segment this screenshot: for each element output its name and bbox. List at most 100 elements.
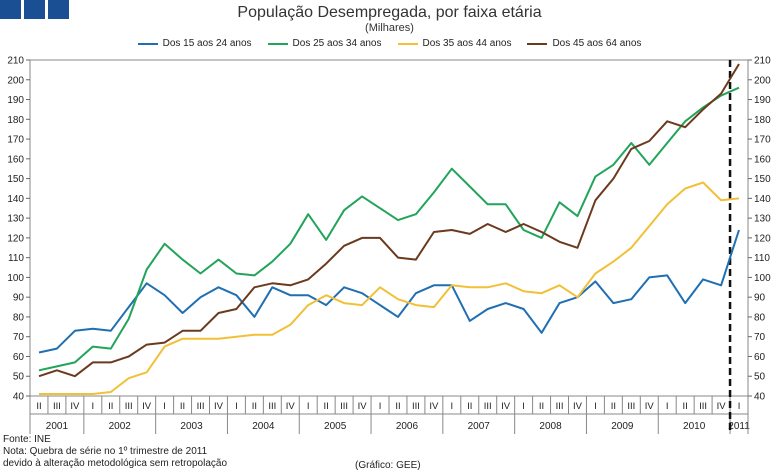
y-tick-label-left: 120 — [7, 233, 24, 244]
x-tick-label-quarter: II — [324, 401, 329, 412]
y-tick-label-left: 200 — [7, 75, 24, 86]
x-tick-label-year: 2011 — [728, 421, 750, 432]
brand-block — [0, 0, 21, 19]
y-tick-label-right: 80 — [754, 312, 766, 323]
y-tick-label-right: 190 — [754, 95, 771, 106]
legend-item: Dos 15 aos 24 anos — [137, 38, 252, 49]
series-line — [39, 181, 740, 395]
y-tick-label-left: 110 — [8, 253, 24, 264]
x-tick-label-year: 2009 — [611, 421, 634, 432]
x-tick-label-quarter: I — [92, 401, 95, 412]
x-tick-label-year: 2008 — [539, 421, 562, 432]
x-tick-label-quarter: II — [252, 401, 257, 412]
x-tick-label-quarter: IV — [717, 401, 727, 412]
y-tick-label-left: 60 — [13, 352, 25, 363]
x-tick-label-quarter: III — [53, 401, 61, 412]
x-tick-label-quarter: IV — [358, 401, 368, 412]
x-tick-label-year: 2004 — [252, 421, 275, 432]
x-tick-label-year: 2006 — [396, 421, 419, 432]
legend-label: Dos 35 aos 44 anos — [422, 38, 512, 49]
x-tick-label-quarter: I — [738, 401, 741, 412]
series-line — [38, 63, 740, 378]
x-tick-label-quarter: IV — [501, 401, 511, 412]
y-tick-label-right: 200 — [754, 75, 771, 86]
y-tick-label-right: 50 — [754, 372, 766, 383]
x-tick-label-year: 2001 — [46, 421, 69, 432]
y-tick-label-right: 110 — [754, 253, 770, 264]
brand-block — [24, 0, 45, 19]
series-line — [38, 86, 740, 372]
x-tick-label-quarter: III — [627, 401, 635, 412]
x-tick-label-quarter: II — [611, 401, 616, 412]
y-tick-label-left: 210 — [7, 56, 24, 67]
x-tick-label-year: 2002 — [109, 421, 132, 432]
x-tick-label-quarter: I — [235, 401, 238, 412]
legend-swatch — [137, 42, 158, 45]
x-tick-label-quarter: II — [108, 401, 113, 412]
chart-credit: (Gráfico: GEE) — [355, 460, 421, 471]
series-break-note: Nota: Quebra de série no 1º trimestre de… — [3, 446, 208, 457]
y-tick-label-right: 210 — [754, 56, 771, 67]
x-tick-label-quarter: IV — [286, 401, 296, 412]
y-tick-label-left: 180 — [7, 115, 24, 126]
x-tick-label-quarter: I — [522, 401, 525, 412]
y-tick-label-left: 80 — [13, 312, 25, 323]
y-tick-label-right: 170 — [754, 135, 771, 146]
x-tick-label-quarter: III — [412, 401, 420, 412]
legend-item: Dos 45 aos 64 anos — [527, 38, 641, 49]
x-tick-label-quarter: IV — [142, 401, 152, 412]
legend-swatch — [267, 42, 288, 45]
legend-swatch — [397, 42, 418, 45]
x-tick-label-quarter: I — [163, 401, 166, 412]
x-tick-label-quarter: I — [379, 401, 382, 412]
legend-label: Dos 25 aos 34 anos — [292, 38, 382, 49]
x-tick-label-quarter: III — [699, 401, 707, 412]
x-tick-label-quarter: II — [180, 401, 185, 412]
x-tick-label-quarter: III — [484, 401, 492, 412]
y-tick-label-left: 190 — [7, 95, 24, 106]
x-tick-label-year: 2005 — [324, 421, 347, 432]
y-tick-label-right: 180 — [754, 115, 771, 126]
x-tick-label-quarter: III — [125, 401, 133, 412]
y-tick-label-left: 90 — [13, 293, 25, 304]
y-tick-label-right: 60 — [754, 352, 766, 363]
series-line — [38, 229, 740, 354]
y-tick-label-right: 90 — [754, 293, 766, 304]
x-tick-label-quarter: I — [307, 401, 310, 412]
x-tick-label-quarter: I — [666, 401, 669, 412]
source-note: Fonte: INE — [3, 434, 51, 445]
y-tick-label-left: 130 — [7, 214, 24, 225]
x-tick-label-year: 2003 — [180, 421, 203, 432]
x-tick-label-quarter: I — [451, 401, 454, 412]
x-tick-label-quarter: IV — [573, 401, 583, 412]
y-tick-label-right: 100 — [754, 273, 771, 284]
x-tick-label-quarter: IV — [645, 401, 655, 412]
legend-item: Dos 35 aos 44 anos — [397, 38, 512, 49]
series-break-note-line2: devido à alteração metodológica sem retr… — [3, 458, 228, 469]
x-tick-label-quarter: III — [556, 401, 564, 412]
plot-frame — [29, 59, 749, 397]
y-tick-label-left: 160 — [7, 154, 24, 165]
x-tick-label-quarter: II — [467, 401, 472, 412]
y-tick-label-right: 150 — [754, 174, 771, 185]
y-tick-label-right: 120 — [754, 233, 771, 244]
x-tick-label-quarter: I — [594, 401, 597, 412]
y-tick-label-left: 50 — [13, 372, 25, 383]
x-tick-label-quarter: II — [395, 401, 400, 412]
brand-blocks — [0, 0, 69, 19]
x-tick-label-quarter: IV — [429, 401, 439, 412]
x-tick-label-quarter: IV — [214, 401, 224, 412]
x-tick-label-quarter: II — [683, 401, 688, 412]
legend-item: Dos 25 aos 34 anos — [267, 38, 382, 49]
x-tick-label-quarter: II — [36, 401, 41, 412]
x-tick-label-year: 2010 — [683, 421, 706, 432]
y-tick-label-left: 140 — [7, 194, 24, 205]
y-tick-label-left: 40 — [13, 392, 25, 403]
brand-block — [48, 0, 69, 19]
x-tick-label-quarter: III — [197, 401, 205, 412]
y-tick-label-right: 140 — [754, 194, 771, 205]
x-tick-label-quarter: III — [340, 401, 348, 412]
x-tick-label-quarter: III — [268, 401, 276, 412]
legend-label: Dos 45 aos 64 anos — [552, 38, 642, 49]
